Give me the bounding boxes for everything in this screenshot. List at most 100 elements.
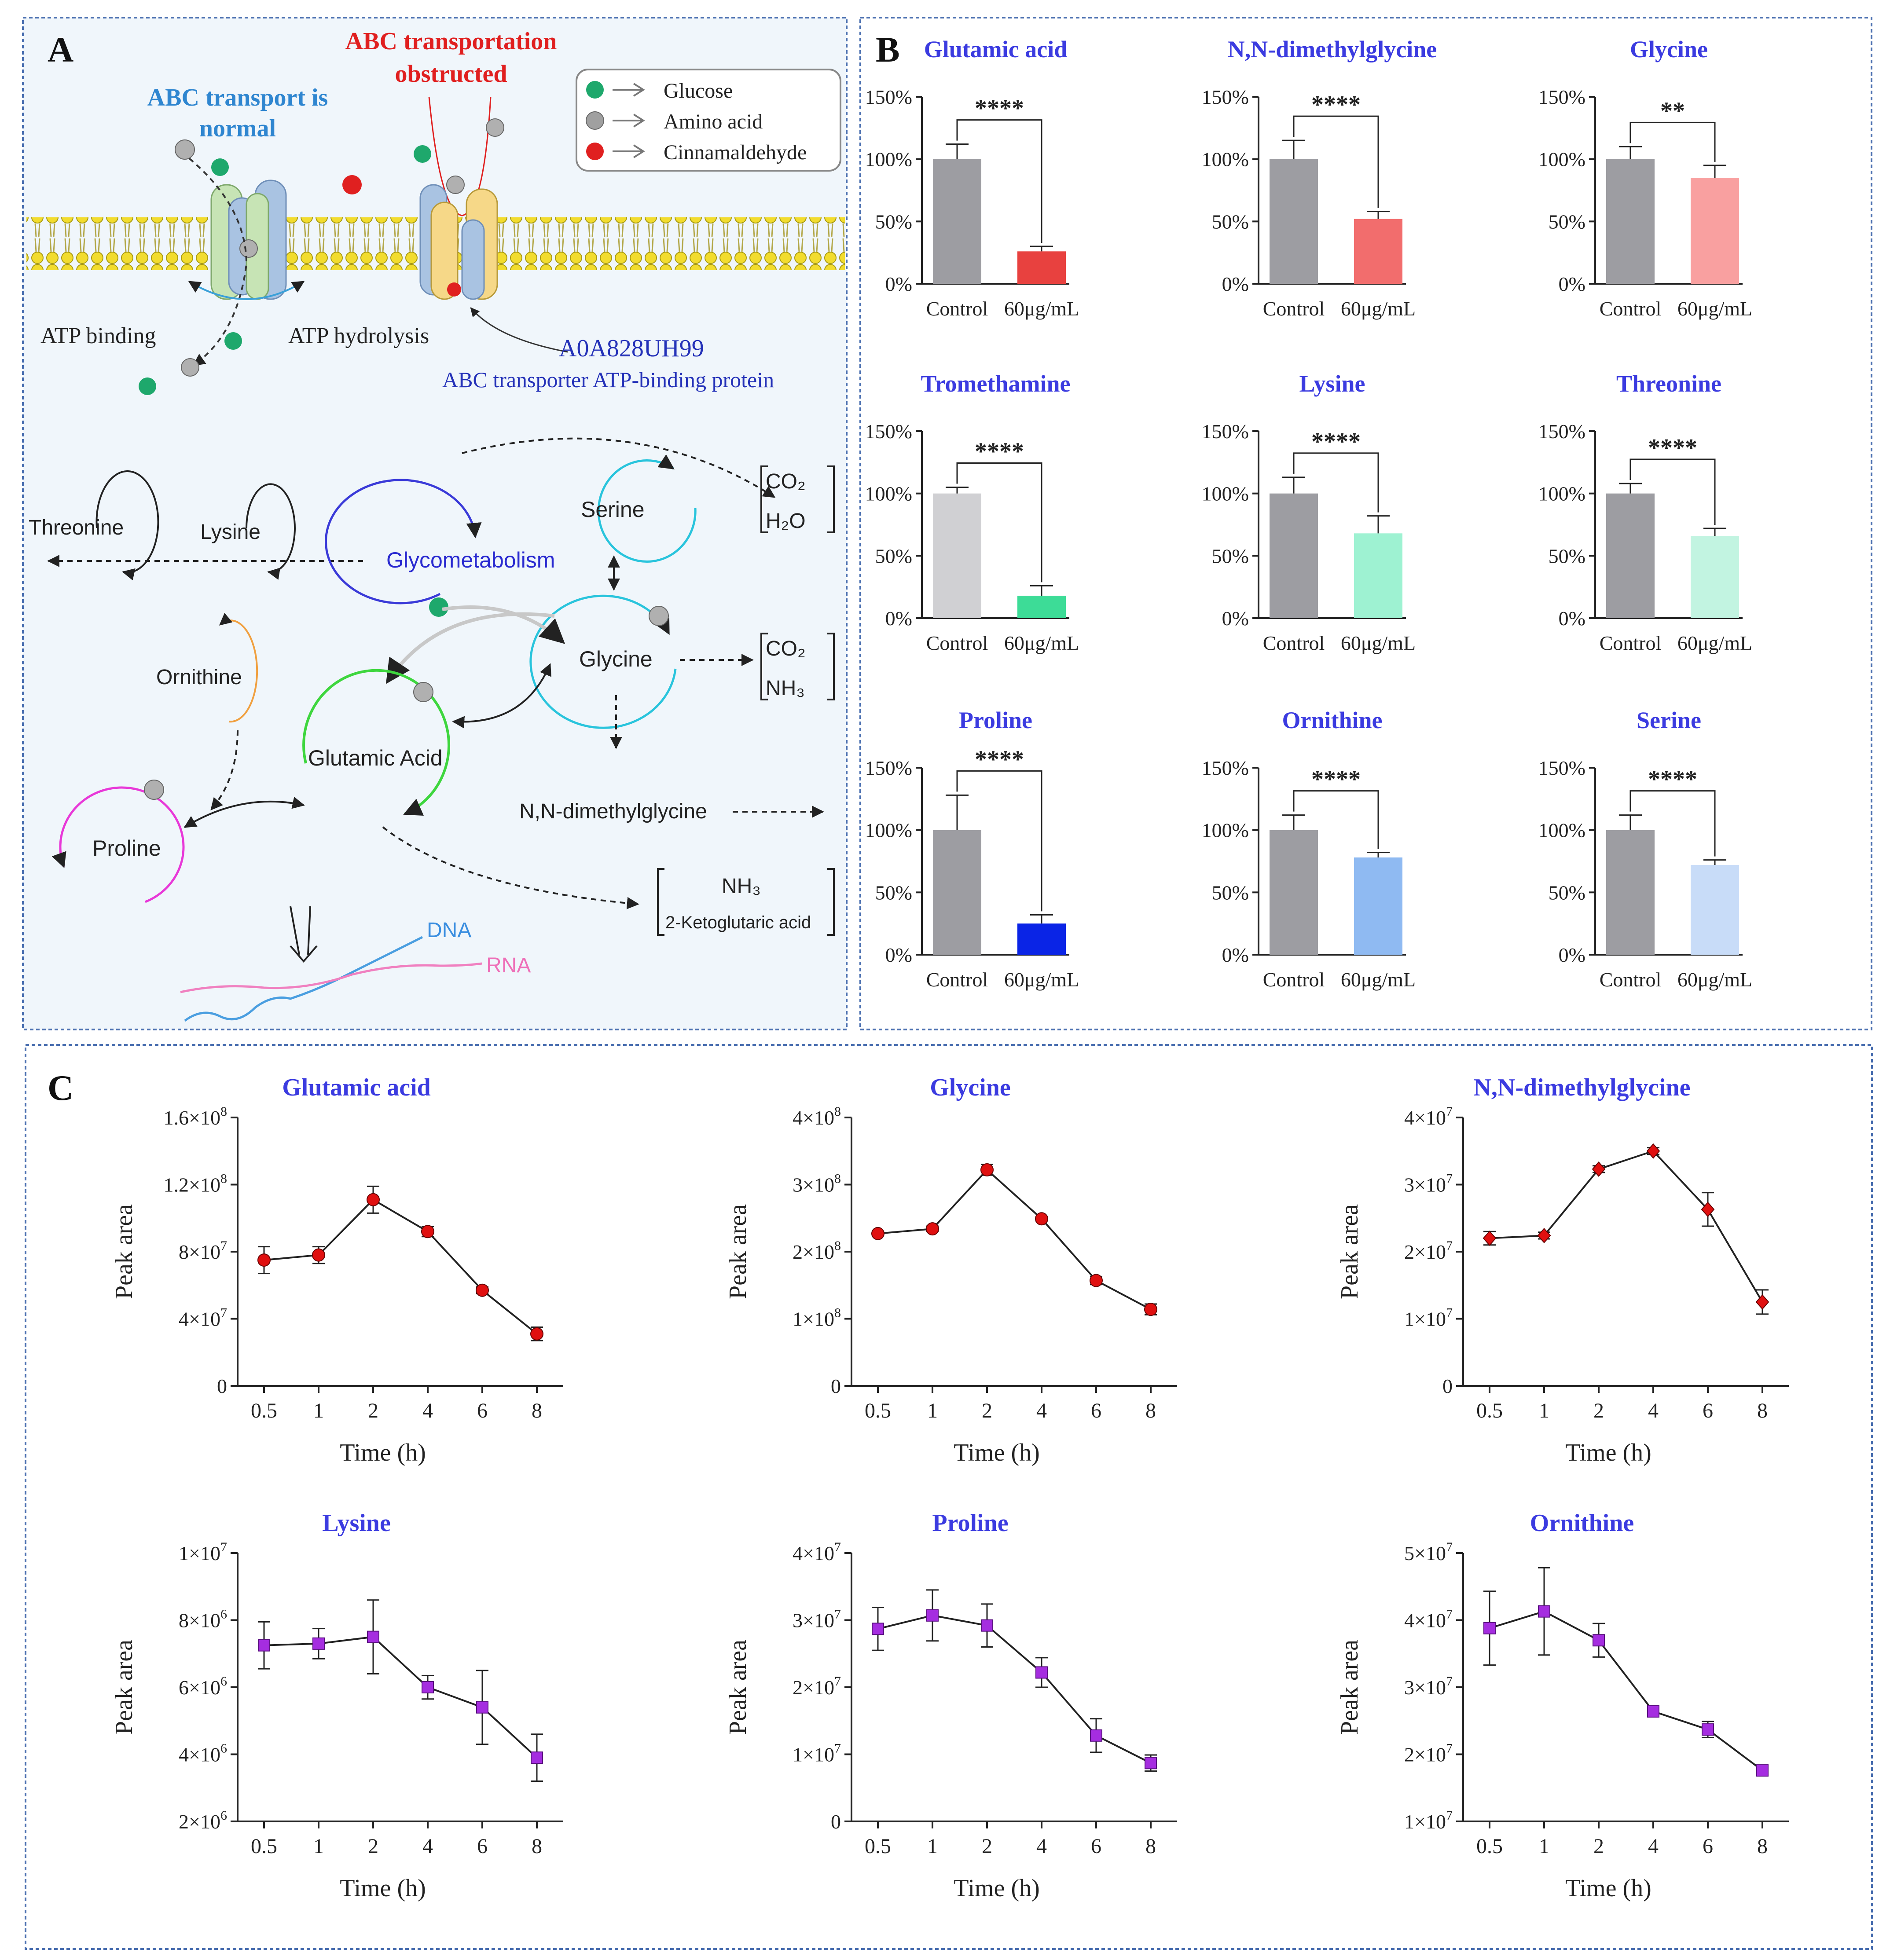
significance-label: **** [1311,428,1361,455]
atp-hydrolysis-label: ATP hydrolysis [288,323,429,348]
co2-label-1: CO₂ [766,470,806,493]
y-tick-exponent: 7 [220,1238,227,1253]
x-tick-label: 60μg/mL [1677,297,1752,320]
bar-control [1270,830,1318,955]
significance-label: **** [975,746,1024,773]
y-tick-label: 3×108 [793,1172,841,1196]
data-point [1483,1622,1496,1634]
bar-chart-b9: Serine 0% 50% 100% 150% Control 60μg/mL **** [1538,707,1752,991]
series-line [877,1169,1151,1310]
significance-bracket [956,770,1042,912]
y-tick-mantissa: 2×10 [793,1676,834,1699]
y-tick-mantissa: 2×10 [1404,1744,1446,1766]
x-axis-label: Time (h) [954,1439,1040,1466]
y-tick-mantissa: 4×10 [179,1744,220,1766]
y-tick-exponent: 6 [220,1741,227,1756]
chart-title: Tromethamine [921,370,1071,397]
y-tick-label: 150% [865,757,912,779]
x-tick-label: 0.5 [1476,1835,1503,1858]
h2o-label: H₂O [766,509,806,533]
chart-title: Serine [1637,707,1701,733]
chart-title: Glycine [1630,36,1708,62]
x-tick-label: 8 [1757,1399,1768,1422]
y-tick-label: 0% [885,607,912,630]
data-point [258,1639,270,1652]
threonine-label: Threonine [29,516,124,539]
x-tick-label: 2 [982,1835,992,1858]
bar-control [1606,159,1655,284]
x-tick-label: 8 [1757,1835,1768,1858]
protein-name-label: ABC transporter ATP-binding protein [442,367,774,392]
y-tick-label: 4×107 [793,1540,841,1564]
significance-label: **** [1311,91,1361,118]
y-tick-label: 50% [875,210,912,233]
x-tick-label: 60μg/mL [1341,968,1416,991]
chart-title: Proline [932,1509,1008,1537]
y-tick-exponent: 6 [220,1808,227,1823]
y-tick-label: 0 [217,1375,227,1397]
abc-normal-label-1: ABC transport is [147,84,328,111]
y-tick-exponent: 7 [1446,1238,1453,1253]
data-point [1756,1764,1769,1777]
x-tick-label: 60μg/mL [1677,968,1752,991]
data-point [1646,1143,1660,1159]
y-tick-mantissa: 1×10 [1404,1308,1446,1330]
y-tick-label: 0% [1559,273,1585,295]
nndmg-label: N,N-dimethylglycine [519,800,707,823]
y-tick-label: 0 [1442,1375,1453,1397]
data-point [1144,1303,1157,1316]
bar-control [933,493,981,618]
y-tick-exponent: 7 [1446,1674,1453,1689]
panel-c-frame [25,1044,1873,1950]
legend-item-amino-acid: Amino acid [586,110,763,133]
significance-bracket [1629,458,1716,525]
data-point [981,1619,993,1632]
panel-a: A ABC transport is normal ABC transporta… [22,17,848,1030]
y-tick-mantissa: 2×10 [179,1810,220,1833]
y-tick-label: 4×107 [179,1306,227,1330]
x-tick-label: Control [1600,297,1662,320]
x-tick-label: 8 [1145,1399,1156,1422]
y-tick-label: 150% [1538,757,1585,779]
y-tick-exponent: 7 [1446,1540,1453,1554]
amino-acid-icon [175,139,195,160]
dna-label: DNA [427,919,471,942]
dna-strand [184,936,423,1022]
data-point [1647,1705,1659,1718]
glycine-label: Glycine [579,647,653,671]
bar-control [1270,159,1318,284]
x-tick-label: 60μg/mL [1004,297,1079,320]
y-tick-mantissa: 1×10 [1404,1810,1446,1833]
bar-chart-b2: N,N-dimethylglycine 0% 50% 100% 150% Control 6… [1202,36,1437,320]
y-tick-label: 0% [885,944,912,966]
y-tick-label: 100% [865,148,912,171]
legend-box [576,69,841,172]
lysine-label: Lysine [200,520,261,544]
y-tick-label: 4×108 [793,1104,841,1129]
x-axis-label: Time (h) [340,1439,426,1466]
data-point [257,1253,271,1267]
y-tick-exponent: 7 [220,1306,227,1320]
significance-bracket [1629,121,1716,162]
y-tick-exponent: 7 [834,1540,841,1554]
x-tick-label: 0.5 [251,1835,277,1858]
y-tick-label: 100% [865,483,912,505]
y-tick-label: 150% [1202,86,1249,108]
data-point [1035,1666,1048,1679]
x-tick-label: Control [926,297,988,320]
panel-c: C Glutamic acid04×1078×1071.2×1081.6×108… [25,1044,1873,1950]
x-tick-label: 0.5 [865,1835,891,1858]
protein-id-label: A0A828UH99 [559,335,704,362]
bar-60-g-ml [1017,596,1066,618]
x-tick-label: Control [1263,632,1325,654]
y-tick-mantissa: 0 [831,1375,841,1397]
y-tick-label: 1×108 [793,1306,841,1330]
significance-label: **** [1648,766,1697,793]
chart-title: Glutamic acid [282,1074,431,1101]
significance-label: **** [975,438,1024,465]
y-tick-mantissa: 4×10 [793,1106,834,1129]
y-tick-label: 4×107 [1404,1104,1453,1129]
x-tick-label: 4 [1036,1399,1047,1422]
data-point [1035,1212,1048,1226]
